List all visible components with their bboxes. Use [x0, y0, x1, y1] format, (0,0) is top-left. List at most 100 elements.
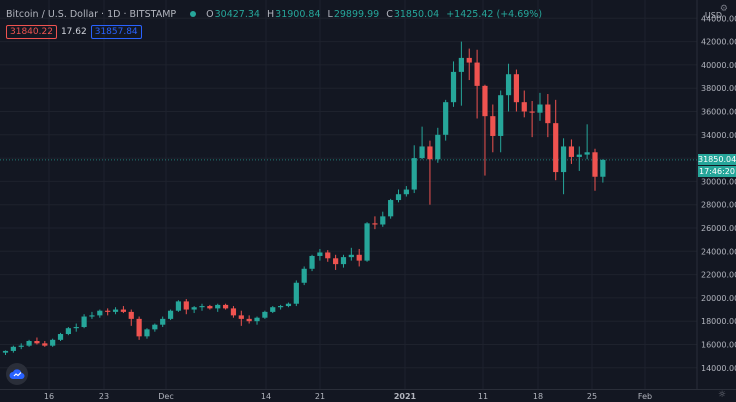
- candle[interactable]: [230, 306, 237, 318]
- candle[interactable]: [42, 341, 48, 347]
- candle-body-up: [435, 134, 441, 160]
- candle-body-up: [285, 303, 292, 307]
- candle[interactable]: [152, 323, 158, 332]
- candle[interactable]: [10, 345, 16, 353]
- candle[interactable]: [199, 303, 205, 311]
- candle[interactable]: [175, 300, 182, 312]
- candle[interactable]: [435, 127, 441, 163]
- candle[interactable]: [2, 350, 9, 355]
- candle[interactable]: [505, 63, 512, 112]
- candle[interactable]: [411, 145, 417, 194]
- candle[interactable]: [568, 139, 575, 164]
- candle[interactable]: [458, 41, 464, 106]
- candle[interactable]: [490, 104, 496, 153]
- candle[interactable]: [57, 332, 64, 342]
- candle-body-up: [450, 71, 457, 103]
- candle-body-up: [576, 154, 582, 157]
- candle[interactable]: [364, 222, 370, 262]
- candle[interactable]: [474, 49, 480, 119]
- candle[interactable]: [529, 101, 535, 138]
- symbol-title[interactable]: Bitcoin / U.S. Dollar · 1D · BITSTAMP: [6, 8, 177, 20]
- axis-settings-gear-icon[interactable]: ☼: [717, 390, 726, 400]
- bid-price[interactable]: 31840.22: [6, 25, 57, 39]
- candle[interactable]: [89, 311, 95, 319]
- candle[interactable]: [545, 94, 551, 138]
- candle[interactable]: [50, 338, 56, 347]
- candle[interactable]: [333, 254, 339, 270]
- candle[interactable]: [222, 303, 229, 310]
- candle[interactable]: [65, 327, 71, 336]
- candle[interactable]: [112, 307, 119, 315]
- candle[interactable]: [356, 248, 362, 267]
- candle[interactable]: [120, 306, 126, 314]
- candle[interactable]: [144, 328, 150, 339]
- candle[interactable]: [427, 140, 433, 205]
- candle[interactable]: [34, 337, 40, 345]
- candle[interactable]: [26, 339, 32, 347]
- candle[interactable]: [348, 247, 354, 261]
- candle[interactable]: [600, 159, 606, 183]
- candle-body-down: [568, 146, 575, 157]
- candle[interactable]: [576, 146, 582, 171]
- candle[interactable]: [498, 90, 504, 153]
- candle[interactable]: [419, 126, 425, 160]
- candle[interactable]: [388, 198, 394, 219]
- tradingview-cloud-icon[interactable]: [6, 363, 28, 385]
- candle[interactable]: [18, 343, 24, 350]
- candle[interactable]: [97, 309, 103, 318]
- candle[interactable]: [466, 48, 472, 81]
- candle[interactable]: [317, 248, 323, 261]
- candle[interactable]: [81, 314, 87, 329]
- candle[interactable]: [73, 323, 79, 332]
- candle[interactable]: [270, 306, 276, 314]
- candle[interactable]: [521, 90, 527, 118]
- ask-price[interactable]: 31857.84: [90, 25, 142, 39]
- candle-body-down: [592, 152, 598, 177]
- cloud-icon: [9, 369, 25, 379]
- candle[interactable]: [278, 304, 284, 310]
- candle[interactable]: [191, 306, 197, 314]
- candle[interactable]: [395, 189, 402, 203]
- candle[interactable]: [301, 266, 307, 286]
- candle[interactable]: [592, 148, 598, 191]
- candle[interactable]: [293, 280, 299, 307]
- candle[interactable]: [380, 211, 386, 227]
- candle[interactable]: [285, 302, 292, 308]
- candle[interactable]: [136, 316, 142, 340]
- price-axis[interactable]: 44000.00 42000.00 40000.00 38000.00 36000.00…: [701, 14, 736, 373]
- candle[interactable]: [160, 316, 166, 328]
- candle[interactable]: [207, 304, 213, 310]
- candle[interactable]: [262, 310, 268, 319]
- candle[interactable]: [560, 138, 567, 195]
- candlestick-series[interactable]: [2, 41, 606, 355]
- candle[interactable]: [238, 310, 244, 326]
- candle[interactable]: [105, 308, 111, 316]
- candle[interactable]: [340, 254, 347, 268]
- candle[interactable]: [309, 254, 315, 272]
- candle-body-up: [560, 146, 567, 173]
- candle[interactable]: [167, 309, 174, 321]
- candle[interactable]: [482, 84, 488, 176]
- candle[interactable]: [254, 316, 260, 325]
- candle[interactable]: [128, 309, 134, 326]
- candle[interactable]: [183, 299, 189, 315]
- candle[interactable]: [443, 99, 449, 141]
- candle[interactable]: [372, 216, 378, 230]
- candle[interactable]: [325, 250, 331, 262]
- candle[interactable]: [246, 315, 252, 324]
- candle[interactable]: [403, 186, 409, 197]
- candle[interactable]: [450, 61, 457, 107]
- candle-body-up: [26, 341, 32, 346]
- currency-label[interactable]: USD: [704, 11, 722, 20]
- candle[interactable]: [513, 69, 519, 112]
- candle-body-up: [537, 104, 543, 113]
- time-axis[interactable]: 16 23 Dec 14 21 2021 11 18 25 Feb: [44, 392, 652, 401]
- candle[interactable]: [215, 303, 221, 312]
- bar-countdown-label: 17:46:20: [698, 165, 736, 177]
- gear-icon[interactable]: ⚙: [719, 4, 728, 14]
- candle-body-down: [521, 102, 527, 112]
- candle[interactable]: [553, 99, 559, 181]
- candle[interactable]: [537, 92, 543, 121]
- candle[interactable]: [584, 124, 590, 160]
